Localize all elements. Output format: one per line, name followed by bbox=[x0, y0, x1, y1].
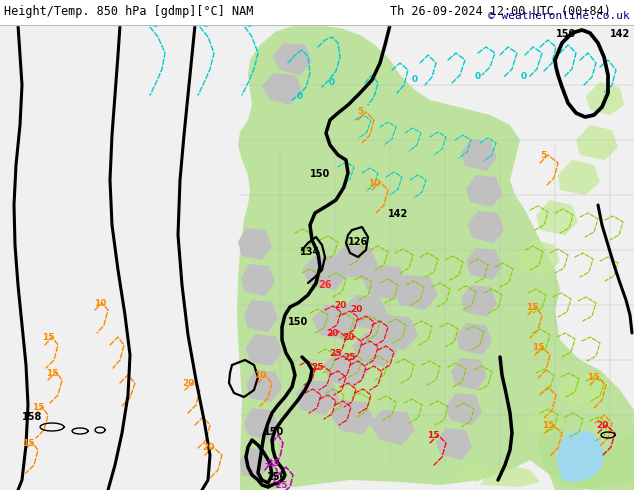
Text: 15: 15 bbox=[586, 373, 599, 383]
Text: 25: 25 bbox=[312, 363, 324, 371]
Text: 134: 134 bbox=[300, 247, 320, 257]
Text: 0: 0 bbox=[329, 78, 335, 88]
Text: 26: 26 bbox=[318, 280, 332, 290]
Text: -5: -5 bbox=[150, 21, 160, 29]
Text: 142: 142 bbox=[610, 29, 630, 39]
Text: 25: 25 bbox=[344, 353, 356, 363]
Text: 15: 15 bbox=[541, 420, 554, 430]
Text: -5: -5 bbox=[243, 21, 253, 29]
Text: 0: 0 bbox=[412, 75, 418, 84]
Text: 0: 0 bbox=[475, 73, 481, 81]
Text: Height/Temp. 850 hPa [gdmp][°C] NAM: Height/Temp. 850 hPa [gdmp][°C] NAM bbox=[4, 5, 254, 19]
Text: 158: 158 bbox=[22, 412, 42, 422]
Text: 20: 20 bbox=[326, 328, 338, 338]
Text: 5: 5 bbox=[540, 150, 546, 160]
Text: 150: 150 bbox=[288, 317, 308, 327]
Text: 20: 20 bbox=[350, 305, 362, 315]
Text: 15: 15 bbox=[32, 402, 44, 412]
Text: 10: 10 bbox=[254, 370, 266, 379]
Text: 15: 15 bbox=[46, 368, 58, 377]
Text: 10: 10 bbox=[94, 298, 106, 308]
Text: 10: 10 bbox=[368, 178, 380, 188]
Text: Th 26-09-2024 12:00 UTC (00+84): Th 26-09-2024 12:00 UTC (00+84) bbox=[390, 5, 611, 19]
Text: 142: 142 bbox=[388, 209, 408, 219]
Text: -25: -25 bbox=[264, 459, 280, 467]
Text: 150: 150 bbox=[310, 169, 330, 179]
Text: 15: 15 bbox=[42, 333, 55, 342]
Text: 20: 20 bbox=[596, 420, 608, 430]
Text: 5: 5 bbox=[357, 107, 363, 117]
Text: 150: 150 bbox=[556, 29, 576, 39]
Text: 15: 15 bbox=[526, 303, 538, 313]
Text: 20: 20 bbox=[334, 300, 346, 310]
Text: -6: -6 bbox=[199, 21, 209, 29]
Text: 15: 15 bbox=[427, 431, 439, 440]
Text: -25: -25 bbox=[273, 481, 288, 490]
Text: 20: 20 bbox=[182, 378, 194, 388]
Text: 150: 150 bbox=[267, 472, 287, 482]
Text: 0: 0 bbox=[521, 73, 527, 81]
Text: 25: 25 bbox=[329, 348, 341, 358]
Text: 0: 0 bbox=[297, 93, 303, 101]
Text: 126: 126 bbox=[348, 237, 368, 247]
Text: 150: 150 bbox=[264, 427, 284, 437]
Text: © weatheronline.co.uk: © weatheronline.co.uk bbox=[488, 11, 630, 21]
Text: 20: 20 bbox=[202, 442, 214, 451]
Text: 20: 20 bbox=[342, 334, 354, 343]
Text: 15: 15 bbox=[22, 439, 34, 447]
Text: 15: 15 bbox=[532, 343, 544, 352]
